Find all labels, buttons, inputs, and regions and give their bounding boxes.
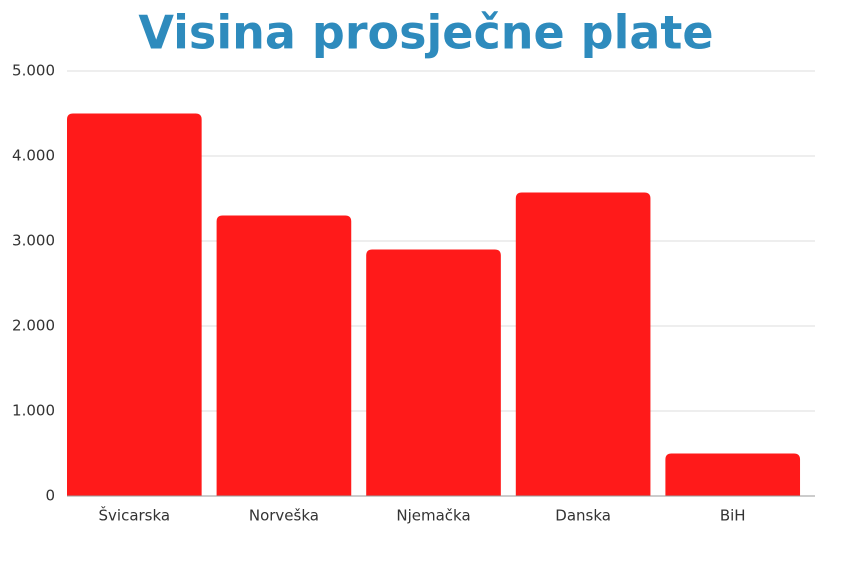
x-tick-label: BiH — [720, 507, 746, 525]
bar — [366, 249, 501, 496]
y-tick-label: 1.000 — [12, 402, 55, 420]
x-tick-label: Danska — [555, 507, 611, 525]
y-tick-label: 3.000 — [12, 232, 55, 250]
x-tick-label: Njemačka — [396, 507, 470, 525]
y-tick-label: 4.000 — [12, 147, 55, 165]
bar — [515, 192, 651, 497]
y-tick-label: 0 — [45, 487, 55, 505]
x-tick-label: Švicarska — [99, 506, 171, 525]
x-tick-label: Norveška — [249, 507, 319, 525]
bar — [216, 215, 352, 496]
bar — [665, 453, 801, 496]
chart-title: Visina prosječne plate — [138, 6, 713, 60]
bar — [67, 113, 202, 496]
y-tick-label: 5.000 — [12, 62, 55, 80]
y-tick-label: 2.000 — [12, 317, 55, 335]
